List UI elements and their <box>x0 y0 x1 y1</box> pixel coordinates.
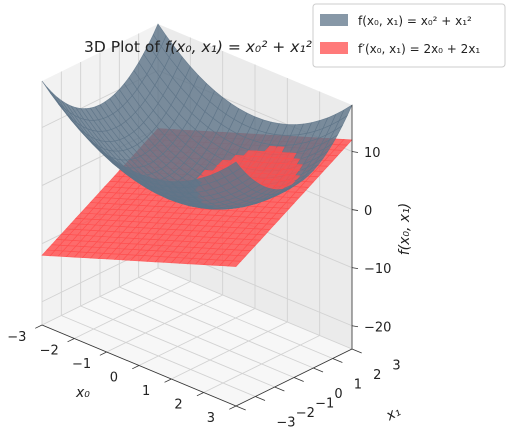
x-tick-label: 0 <box>110 370 118 385</box>
surface-patch <box>227 260 242 267</box>
y-tick <box>274 386 285 392</box>
z-axis-label: f(x₀, x₁) <box>397 203 413 256</box>
x-tick-label: 1 <box>142 384 150 399</box>
floor-grid-y <box>99 296 295 378</box>
legend-frame <box>312 3 506 68</box>
floor-grid-y <box>61 315 256 397</box>
y-tick <box>351 348 362 354</box>
x-tick-label: −2 <box>40 343 59 358</box>
z-tick-label: −20 <box>364 320 391 335</box>
legend: f(x₀, x₁) = x₀² + x₁² f′(x₀, x₁) = 2x₀ +… <box>312 3 506 68</box>
floor-grid-y <box>80 305 275 388</box>
x-tick <box>67 338 75 343</box>
chart-title-lead: 3D Plot of <box>84 38 165 56</box>
y-tick <box>293 377 304 382</box>
floor-grid-y <box>157 267 353 350</box>
z-tick <box>351 209 359 211</box>
legend-swatch-gradient <box>320 42 348 54</box>
x-tick-label: 3 <box>207 411 215 426</box>
x-tick-label: −1 <box>72 357 91 372</box>
x-tick <box>99 351 107 356</box>
y-tick-label: −3 <box>276 415 295 430</box>
y-tick-label: −2 <box>296 406 315 421</box>
y-tick-label: −1 <box>315 396 334 411</box>
chart-title-expr: f(x₀, x₁) = x₀² + x₁² <box>165 38 312 56</box>
x-tick-label: −3 <box>7 330 26 345</box>
floor-grid-y <box>119 286 314 369</box>
x-tick-label: 2 <box>174 397 182 412</box>
z-tick <box>351 325 359 328</box>
chart-title: 3D Plot of f(x₀, x₁) = x₀² + x₁² <box>84 38 312 56</box>
z-tick-label: 10 <box>364 146 381 161</box>
z-tick <box>351 267 359 270</box>
y-tick-label: 1 <box>354 377 362 392</box>
legend-swatch-surface <box>320 14 348 26</box>
y-tick <box>255 396 266 401</box>
y-tick-label: 2 <box>373 368 381 383</box>
x-tick <box>132 365 140 370</box>
y-axis-label: x₁ <box>383 403 404 424</box>
x-axis-label: x₀ <box>75 385 90 401</box>
surface-patch <box>227 161 242 174</box>
x-tick <box>196 392 204 397</box>
z-tick-label: 0 <box>364 204 372 219</box>
x-tick <box>35 324 43 329</box>
x-tick <box>229 405 237 410</box>
legend-label-surface: f(x₀, x₁) = x₀² + x₁² <box>358 14 472 28</box>
y-tick <box>235 405 246 411</box>
x-tick <box>164 378 172 383</box>
floor-grid-y <box>138 277 333 359</box>
legend-label-gradient: f′(x₀, x₁) = 2x₀ + 2x₁ <box>358 42 480 56</box>
z-tick <box>351 151 359 153</box>
y-tick-label: 3 <box>392 358 400 373</box>
y-tick <box>332 358 343 363</box>
surfaces <box>41 23 353 267</box>
y-tick-label: 0 <box>334 387 342 402</box>
z-tick-label: −10 <box>364 262 391 277</box>
y-tick <box>313 367 324 373</box>
